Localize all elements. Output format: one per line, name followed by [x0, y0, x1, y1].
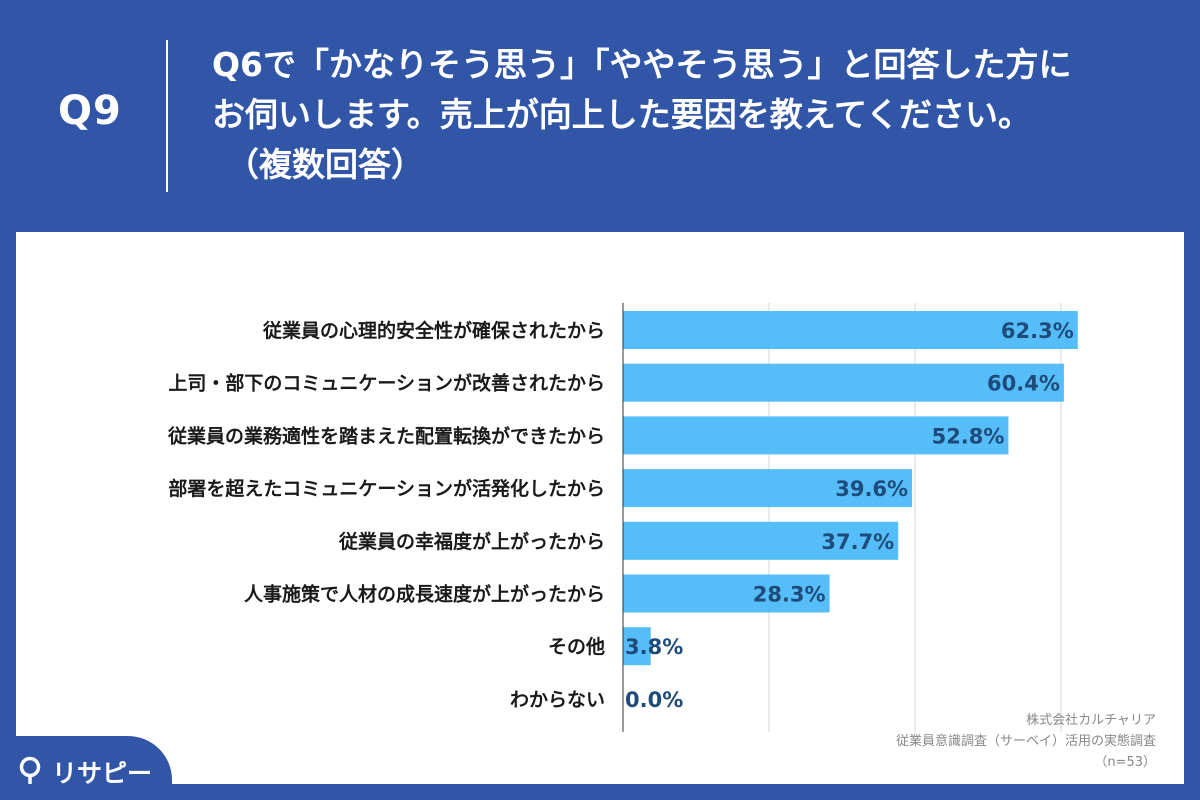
question-line: Q6で「かなりそう思う」「ややそう思う」と回答した方に [212, 45, 1072, 84]
question-line: （複数回答） [226, 145, 424, 184]
source-survey: 従業員意識調査（サーベイ）活用の実態調査 [895, 734, 1156, 749]
category-label: 上司・部下のコミュニケーションが改善されたから [168, 372, 605, 395]
bar-chart: 従業員の心理的安全性が確保されたから上司・部下のコミュニケーションが改善されたか… [167, 303, 1078, 732]
chart-panel: 従業員の心理的安全性が確保されたから上司・部下のコミュニケーションが改善されたか… [16, 232, 1184, 784]
bar [623, 363, 1064, 402]
bar [623, 521, 899, 560]
category-labels: 従業員の心理的安全性が確保されたから上司・部下のコミュニケーションが改善されたか… [167, 319, 605, 711]
value-label: 3.8% [625, 635, 683, 659]
bar [623, 574, 830, 613]
value-label: 28.3% [753, 583, 826, 607]
category-label: 従業員の心理的安全性が確保されたから [262, 319, 605, 342]
question-number: Q9 [58, 88, 122, 134]
value-label: 0.0% [625, 688, 683, 712]
category-label: 従業員の幸福度が上がったから [338, 530, 605, 553]
value-labels: 62.3% 60.4% 52.8% 39.6% 37.7% 28.3% 3.8% 0.0% [625, 319, 1074, 712]
bar [623, 311, 1078, 349]
bar [623, 627, 651, 666]
logo-text: リサピー [52, 759, 153, 788]
question-text: Q6で「かなりそう思う」「ややそう思う」と回答した方に お伺いします。売上が向上… [212, 40, 1182, 190]
category-label: 部署を超えたコミュニケーションが活発化したから [168, 477, 605, 500]
bar [623, 469, 913, 508]
value-label: 62.3% [1001, 319, 1074, 343]
value-label: 52.8% [932, 424, 1005, 448]
category-label: わからない [510, 689, 605, 711]
source-note: 株式会社カルチャリア 従業員意識調査（サーベイ）活用の実態調査 （n=53） [896, 710, 1156, 773]
brand-logo: リサピー [0, 736, 172, 800]
pin-icon [19, 756, 41, 784]
category-label: 従業員の業務適性を踏まえた配置転換ができたから [167, 424, 605, 447]
category-label: その他 [548, 635, 605, 658]
header-divider [166, 40, 168, 192]
value-label: 37.7% [821, 530, 894, 554]
header: Q9 Q6で「かなりそう思う」「ややそう思う」と回答した方に お伺いします。売上… [0, 0, 1200, 232]
bar [623, 416, 1009, 455]
source-sample: （n=53） [1094, 755, 1156, 770]
question-line: お伺いします。売上が向上した要因を教えてください。 [212, 95, 1032, 134]
source-company: 株式会社カルチャリア [1026, 713, 1156, 728]
bars [623, 311, 1078, 666]
value-label: 60.4% [987, 372, 1060, 396]
category-label: 人事施策で人材の成長速度が上がったから [244, 583, 605, 606]
value-label: 39.6% [835, 477, 908, 501]
